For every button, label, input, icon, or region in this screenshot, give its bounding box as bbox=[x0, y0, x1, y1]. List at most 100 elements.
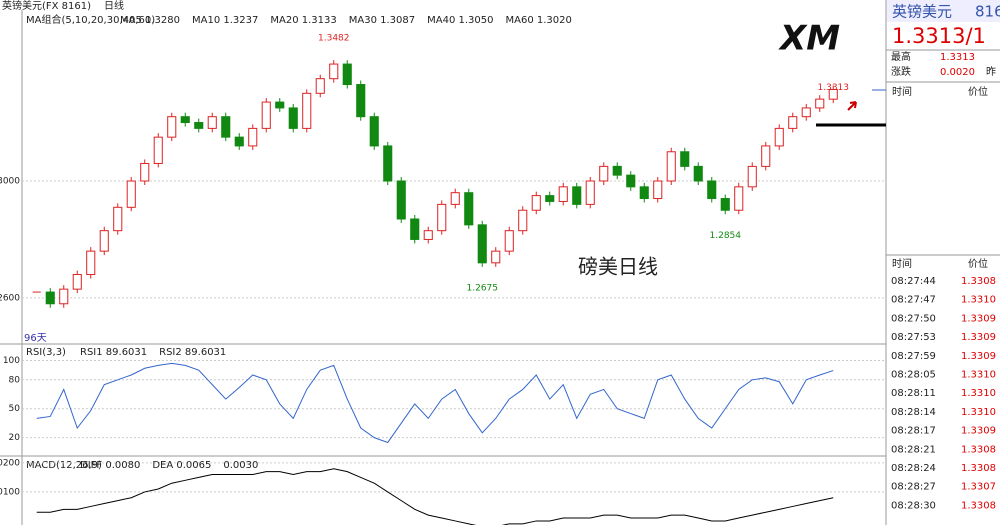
candle bbox=[194, 122, 204, 129]
candle bbox=[342, 63, 352, 86]
candle bbox=[599, 165, 609, 182]
candle bbox=[626, 174, 636, 188]
tick-time: 08:28:24 bbox=[891, 463, 936, 474]
candle bbox=[558, 186, 568, 202]
price-annotation: 1.2854 bbox=[710, 231, 742, 241]
tick-time: 08:27:59 bbox=[891, 351, 936, 362]
chart-title: 磅美日线 bbox=[578, 255, 658, 279]
candle bbox=[491, 250, 501, 264]
logo: XM bbox=[778, 19, 840, 59]
candle bbox=[504, 230, 514, 252]
candle bbox=[747, 165, 757, 188]
days-label: 96天 bbox=[24, 333, 47, 344]
candle bbox=[261, 101, 271, 129]
high-label: 最高 bbox=[891, 50, 911, 63]
candle bbox=[288, 107, 298, 129]
candle bbox=[396, 180, 406, 220]
candle bbox=[734, 186, 744, 211]
tick-time: 08:27:44 bbox=[891, 276, 936, 287]
rsi-name: RSI(3,3) bbox=[26, 347, 66, 358]
tick-price: 1.3310 bbox=[961, 370, 996, 381]
candle bbox=[572, 186, 582, 205]
candle bbox=[383, 145, 393, 182]
tick-price: 1.3308 bbox=[961, 444, 996, 455]
tick-time: 08:27:50 bbox=[891, 313, 936, 324]
quote-header bbox=[887, 0, 1000, 22]
tick-time: 08:28:05 bbox=[891, 370, 936, 381]
candle bbox=[126, 180, 136, 208]
candle bbox=[585, 180, 595, 205]
candle bbox=[423, 230, 433, 240]
candle bbox=[221, 116, 231, 138]
candle bbox=[369, 116, 379, 147]
tick-time: 08:28:14 bbox=[891, 407, 936, 418]
ma-label: MA40 1.3050 bbox=[427, 15, 493, 26]
candle bbox=[450, 192, 460, 205]
tick-time: 08:28:21 bbox=[891, 444, 936, 455]
price-header: 价位 bbox=[968, 85, 988, 98]
indicator-value: DEA 0.0065 bbox=[152, 460, 211, 471]
candle bbox=[410, 218, 420, 240]
candle bbox=[815, 98, 825, 109]
y-tick-label: 80 bbox=[9, 375, 21, 385]
ma-label: MA30 1.3087 bbox=[349, 15, 415, 26]
tick-time: 08:28:17 bbox=[891, 426, 936, 437]
tick-price: 1.3309 bbox=[961, 313, 996, 324]
candle bbox=[248, 127, 258, 147]
indicator-line bbox=[36, 362, 834, 444]
indicator-value: 0.0030 bbox=[223, 460, 258, 471]
tick-time: 08:28:11 bbox=[891, 388, 936, 399]
tick-price: 1.3310 bbox=[961, 295, 996, 306]
ma-label: MA60 1.3020 bbox=[506, 15, 572, 26]
symbol: 英镑美元(FX 8161) bbox=[2, 0, 91, 12]
tick-price: 1.3309 bbox=[961, 426, 996, 437]
candle bbox=[518, 209, 528, 232]
tick-price: 1.3308 bbox=[961, 276, 996, 287]
candle bbox=[464, 192, 474, 226]
candle bbox=[329, 63, 339, 80]
tick-price: 1.3308 bbox=[961, 500, 996, 511]
indicator-value: RSI1 89.6031 bbox=[80, 347, 147, 358]
candle bbox=[153, 136, 163, 164]
tick-price: 1.3307 bbox=[961, 482, 996, 493]
y-tick-label: 3000 bbox=[0, 176, 20, 186]
ma-label: MA10 1.3237 bbox=[192, 15, 258, 26]
candle bbox=[72, 274, 82, 290]
candle bbox=[140, 162, 150, 182]
time-header: 时间 bbox=[892, 85, 912, 98]
time-header: 时间 bbox=[892, 257, 912, 270]
tick-time: 08:28:30 bbox=[891, 500, 936, 511]
indicator-value: RSI2 89.6031 bbox=[159, 347, 226, 358]
candle bbox=[828, 89, 838, 100]
candle bbox=[653, 180, 663, 200]
candle bbox=[86, 250, 96, 276]
y-tick-label: 20 bbox=[9, 433, 21, 443]
y-tick-label: 50 bbox=[9, 404, 21, 414]
ma-label: MA5 1.3280 bbox=[120, 15, 180, 26]
tick-time: 08:28:27 bbox=[891, 482, 936, 493]
logo-box bbox=[770, 18, 876, 58]
period: 日线 bbox=[104, 0, 124, 12]
candle bbox=[45, 291, 55, 305]
prev-label: 昨 bbox=[986, 66, 996, 78]
candle bbox=[99, 230, 109, 252]
candle bbox=[437, 203, 447, 232]
candle bbox=[761, 145, 771, 167]
candle bbox=[531, 195, 541, 211]
candle bbox=[693, 165, 703, 182]
candle bbox=[774, 127, 784, 147]
candle bbox=[720, 198, 730, 211]
price-annotation: 1.3313 bbox=[818, 83, 850, 93]
high-value: 1.3313 bbox=[940, 52, 975, 63]
candle bbox=[59, 288, 69, 305]
candle bbox=[275, 101, 285, 109]
candle bbox=[801, 107, 811, 118]
candle bbox=[707, 180, 717, 200]
y-tick-label: 0200 bbox=[0, 458, 20, 468]
indicator: MA组合(5,10,20,30,40,60) bbox=[26, 13, 155, 26]
tick-price: 1.3309 bbox=[961, 351, 996, 362]
change-value: 0.0020 bbox=[940, 67, 975, 78]
candle bbox=[302, 92, 312, 129]
